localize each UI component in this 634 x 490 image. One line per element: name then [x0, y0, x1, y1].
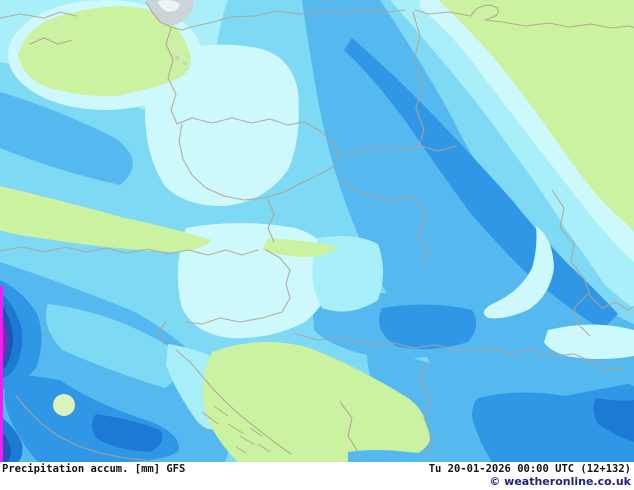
- dry-region-alps-west: [0, 186, 212, 252]
- border-line: [343, 145, 457, 157]
- lake: [175, 56, 179, 60]
- dry-region-germany: [18, 6, 191, 97]
- border-line: [339, 179, 429, 267]
- border-line: [29, 37, 73, 45]
- border-line: [190, 8, 406, 28]
- island: [249, 427, 263, 437]
- legend-bar: Precipitation accum. [mm] GFS Tu 20-01-2…: [0, 462, 634, 490]
- precip-region: [472, 384, 634, 462]
- precipitation-map: [0, 0, 634, 462]
- precip-region: [420, 0, 634, 262]
- border-line: [175, 349, 292, 455]
- border-line: [339, 401, 359, 453]
- precip-region: [145, 44, 299, 207]
- precip-region: [45, 304, 181, 388]
- island: [195, 421, 209, 433]
- island: [257, 443, 271, 453]
- border-line: [419, 361, 433, 459]
- border-line: [176, 117, 341, 201]
- map-canvas: [0, 0, 634, 462]
- precip-region: [312, 236, 383, 312]
- baltic-sea: [147, 0, 194, 26]
- precip-region: [0, 92, 133, 185]
- border-line: [551, 189, 634, 311]
- dry-region-small: [53, 394, 75, 416]
- border-line: [267, 199, 275, 243]
- croatian-islands: [195, 405, 271, 454]
- island: [235, 446, 247, 454]
- border-line: [15, 395, 147, 461]
- product-title: Precipitation accum. [mm] GFS: [2, 463, 186, 475]
- border-line: [185, 311, 283, 325]
- precip-region: [348, 450, 460, 462]
- border-line: [414, 4, 634, 29]
- border-line: [0, 11, 77, 19]
- border-line: [412, 11, 425, 149]
- lake: [183, 62, 187, 65]
- precip-region: [92, 414, 163, 452]
- copyright: © weatheronline.co.uk: [489, 475, 631, 488]
- precip-region: [593, 398, 634, 442]
- island: [201, 411, 219, 425]
- border-line: [265, 249, 291, 313]
- precip-region: [483, 226, 554, 319]
- dry-land-regions: [0, 0, 634, 462]
- sea-highlight: [158, 0, 180, 12]
- border-line: [573, 293, 591, 337]
- valid-time: Tu 20-01-2026 00:00 UTC (12+132): [428, 463, 631, 475]
- border-line: [295, 333, 625, 371]
- precip-region: [0, 286, 3, 462]
- border-line: [145, 1, 192, 31]
- island: [239, 435, 255, 445]
- sea: [147, 0, 194, 65]
- island: [227, 423, 245, 435]
- precip-region: [544, 324, 634, 359]
- country-borders: [0, 1, 634, 461]
- dry-region-bosnia: [202, 341, 430, 462]
- border-line: [157, 321, 167, 345]
- precip-region: [379, 304, 477, 350]
- island: [213, 405, 229, 417]
- dry-region-northeast: [438, 0, 634, 230]
- border-line: [0, 246, 259, 256]
- dry-region-alps-east: [262, 238, 338, 257]
- border-line: [165, 27, 178, 125]
